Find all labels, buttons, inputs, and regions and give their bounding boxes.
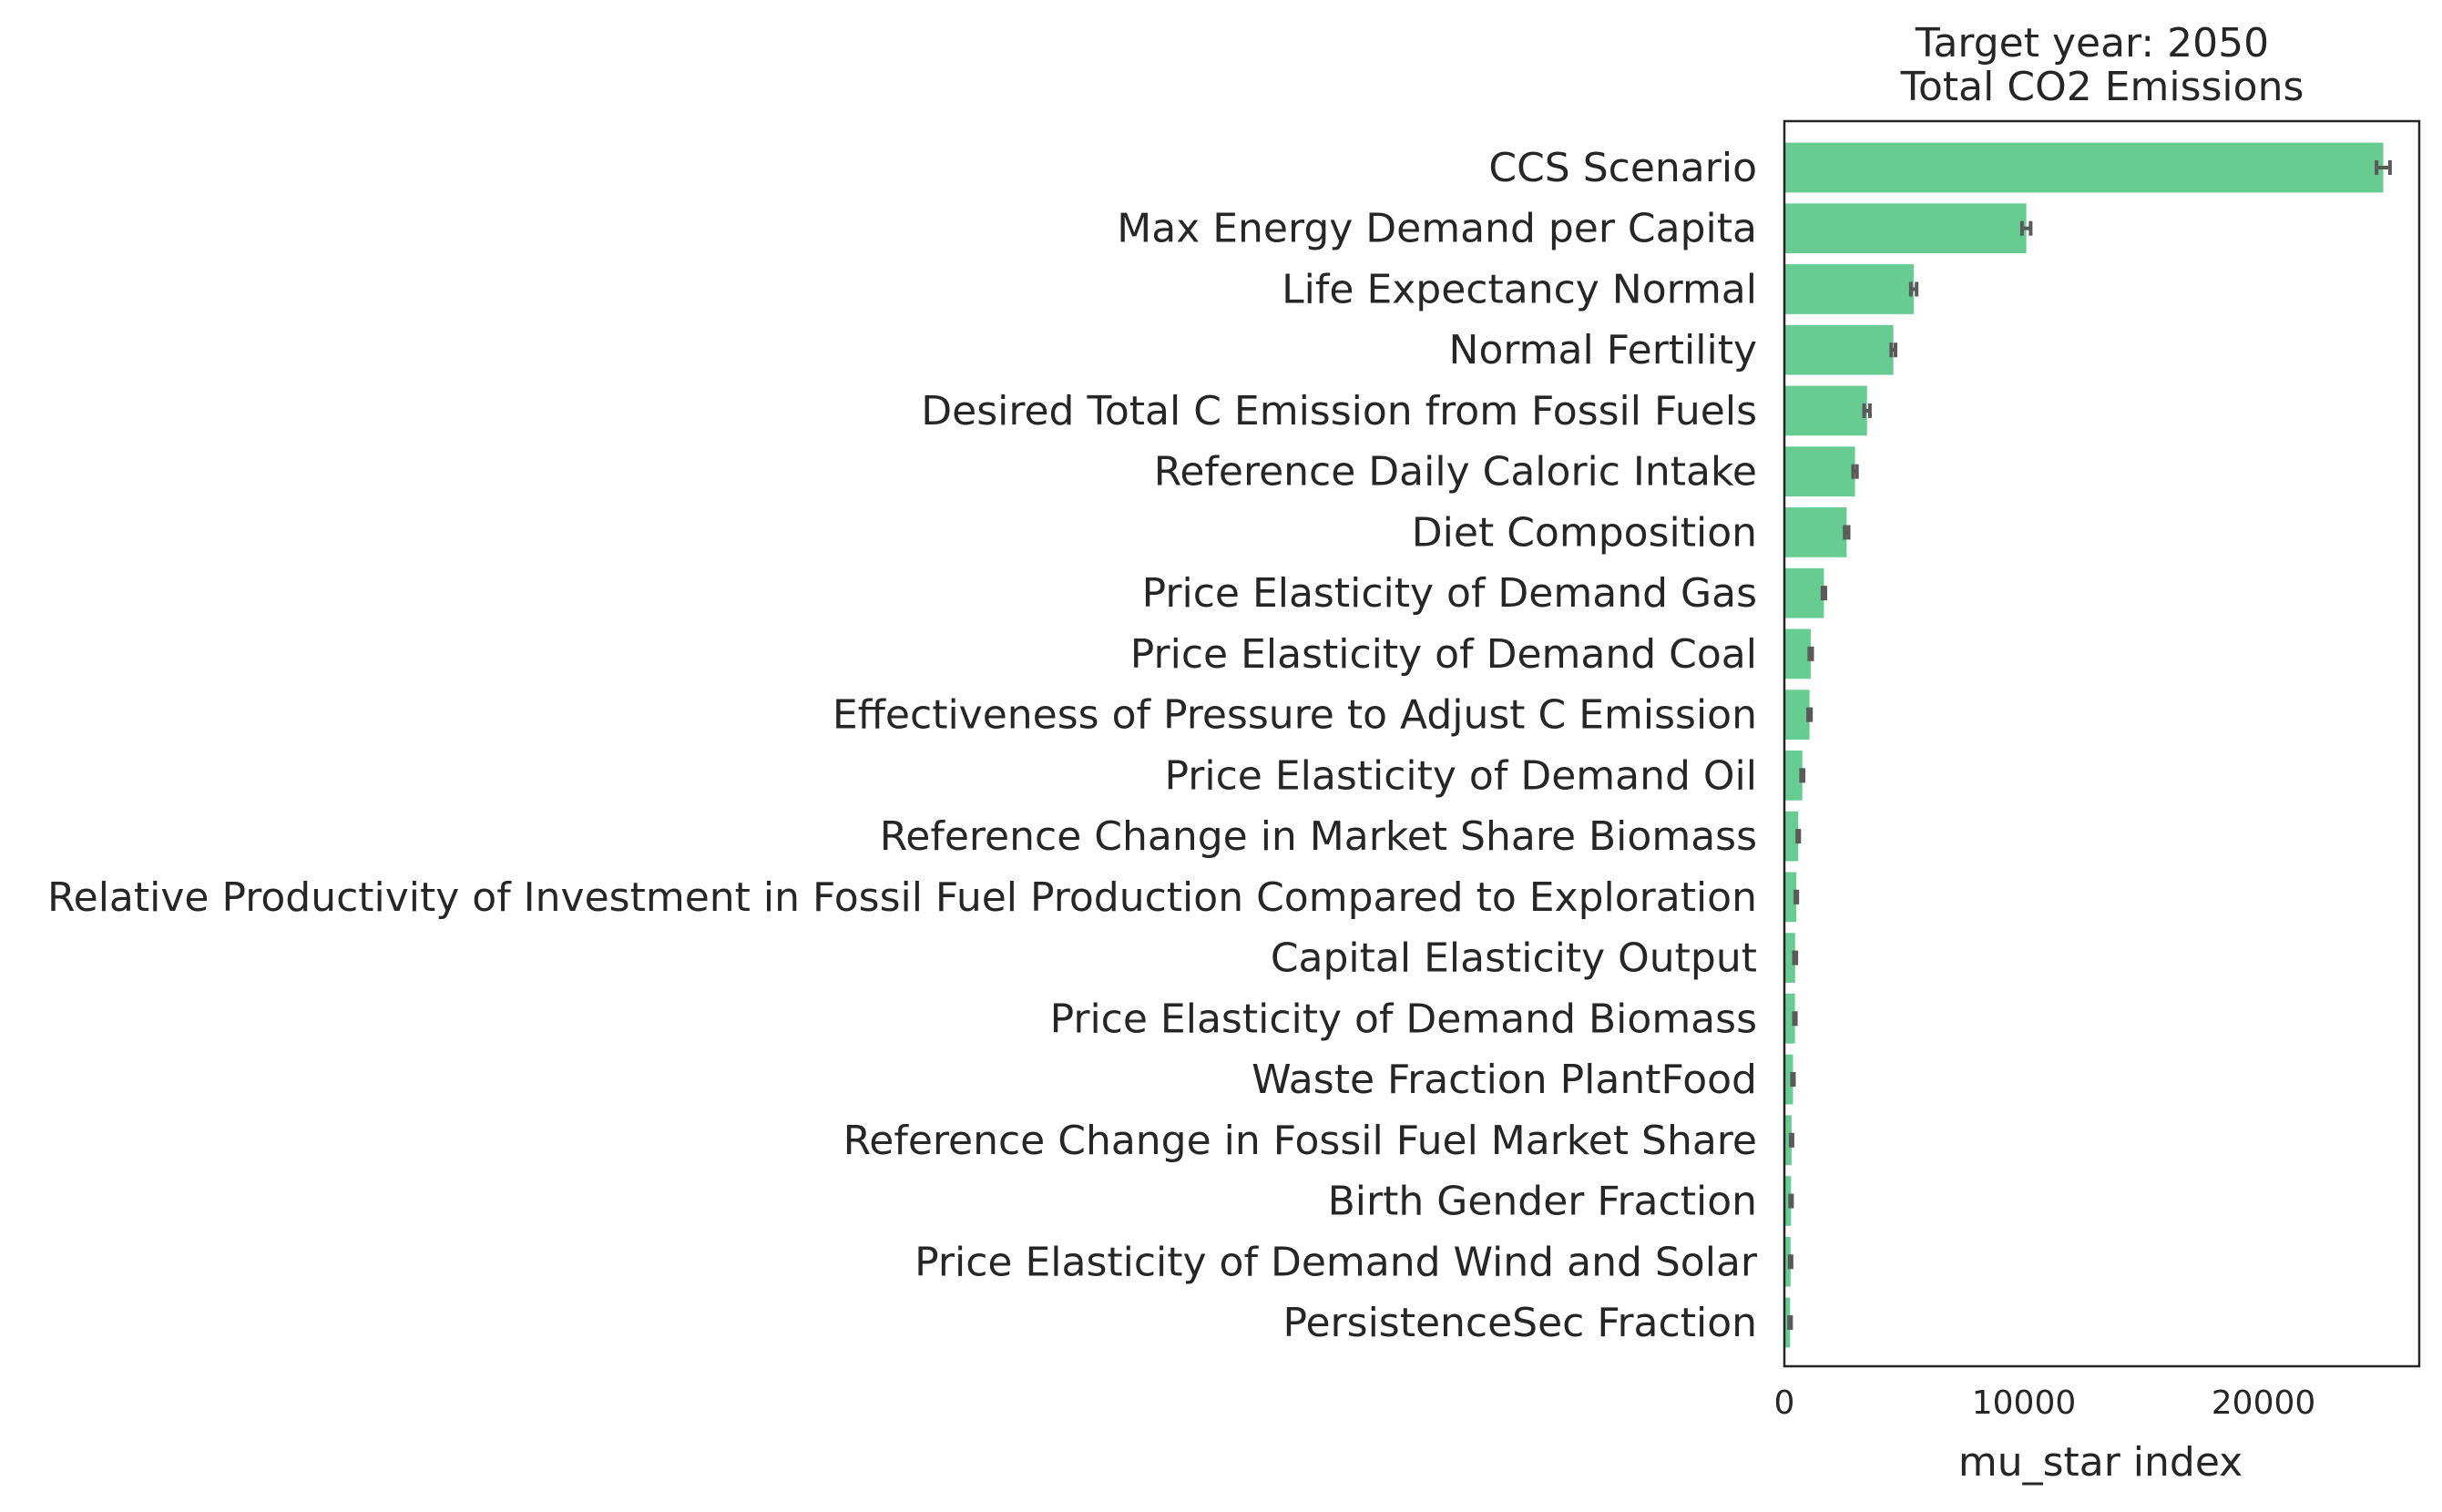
bars-layer — [1784, 142, 2384, 1348]
errorbar — [1862, 403, 1872, 418]
bar — [1784, 446, 1855, 497]
bar — [1784, 1054, 1793, 1105]
bar — [1784, 142, 2384, 193]
plot-frame — [1783, 119, 2421, 1368]
errorbar — [1851, 464, 1859, 479]
category-label: Reference Change in Fossil Fuel Market S… — [843, 1118, 1757, 1164]
chart-title-line2: Total CO2 Emissions — [1900, 64, 2304, 110]
errorbar — [1792, 950, 1799, 965]
category-label: Normal Fertility — [1449, 327, 1757, 373]
x-ticks-layer: 0 10000 20000 — [1774, 1384, 2316, 1422]
errorbar — [1820, 586, 1827, 601]
bar — [1784, 264, 1915, 314]
category-label: Reference Change in Market Share Biomass — [880, 813, 1757, 860]
category-label: Reference Daily Caloric Intake — [1154, 449, 1757, 495]
errorbar — [1787, 1254, 1793, 1270]
category-label: Price Elasticity of Demand Biomass — [1050, 996, 1757, 1042]
bar — [1784, 1176, 1792, 1226]
x-tick-label: 10000 — [1972, 1384, 2077, 1422]
category-label: Price Elasticity of Demand Gas — [1142, 570, 1757, 617]
errorbar — [1788, 1193, 1794, 1209]
bar — [1784, 1297, 1791, 1348]
category-label: Desired Total C Emission from Fossil Fue… — [921, 388, 1757, 434]
errorbar — [1807, 646, 1814, 661]
bar — [1784, 872, 1797, 923]
errorbar — [2019, 220, 2033, 236]
bar — [1784, 628, 1811, 679]
bar — [1784, 567, 1824, 618]
x-tick-label: 0 — [1774, 1384, 1795, 1422]
category-label: Birth Gender Fraction — [1328, 1179, 1757, 1225]
errorbar — [1787, 1315, 1793, 1330]
bar — [1784, 203, 2027, 254]
category-label: Max Energy Demand per Capita — [1117, 206, 1757, 252]
bar — [1784, 751, 1803, 801]
bar — [1784, 1236, 1791, 1287]
errorbar — [1843, 525, 1851, 540]
bar — [1784, 811, 1799, 862]
category-label: Price Elasticity of Demand Wind and Sola… — [914, 1239, 1758, 1285]
chart-title-line1: Target year: 2050 — [1915, 20, 2269, 66]
x-tick-label: 20000 — [2212, 1384, 2316, 1422]
errorbar — [1793, 889, 1800, 904]
category-labels-layer: CCS Scenario Max Energy Demand per Capita… — [47, 145, 1758, 1346]
errorbar — [1792, 1011, 1798, 1027]
bar — [1784, 993, 1795, 1044]
x-axis-label: mu_star index — [1958, 1439, 2243, 1486]
errorbar — [1795, 829, 1802, 844]
errorbar — [1889, 342, 1898, 358]
category-label: Price Elasticity of Demand Oil — [1165, 752, 1757, 799]
bar — [1784, 324, 1894, 375]
category-label: Life Expectancy Normal — [1282, 266, 1757, 312]
category-label: CCS Scenario — [1488, 145, 1757, 191]
category-label: Diet Composition — [1412, 509, 1757, 556]
errorbar — [1790, 1072, 1796, 1088]
errorbar — [1788, 1132, 1794, 1148]
bar — [1784, 933, 1795, 983]
category-label: Relative Productivity of Investment in F… — [47, 874, 1757, 921]
bar — [1784, 690, 1810, 740]
bar — [1784, 1115, 1792, 1166]
category-label: Capital Elasticity Output — [1271, 935, 1757, 982]
bar — [1784, 507, 1847, 557]
category-label: Waste Fraction PlantFood — [1252, 1057, 1757, 1103]
errorbar — [1908, 281, 1919, 297]
errorbar — [1799, 768, 1806, 783]
category-label: PersistenceSec Fraction — [1283, 1300, 1757, 1346]
category-label: Effectiveness of Pressure to Adjust C Em… — [833, 692, 1757, 739]
errorbar — [2375, 160, 2392, 175]
errorbar — [1806, 707, 1814, 722]
category-label: Price Elasticity of Demand Coal — [1130, 631, 1757, 678]
errorbars-layer — [1787, 160, 2392, 1330]
bar — [1784, 385, 1867, 436]
